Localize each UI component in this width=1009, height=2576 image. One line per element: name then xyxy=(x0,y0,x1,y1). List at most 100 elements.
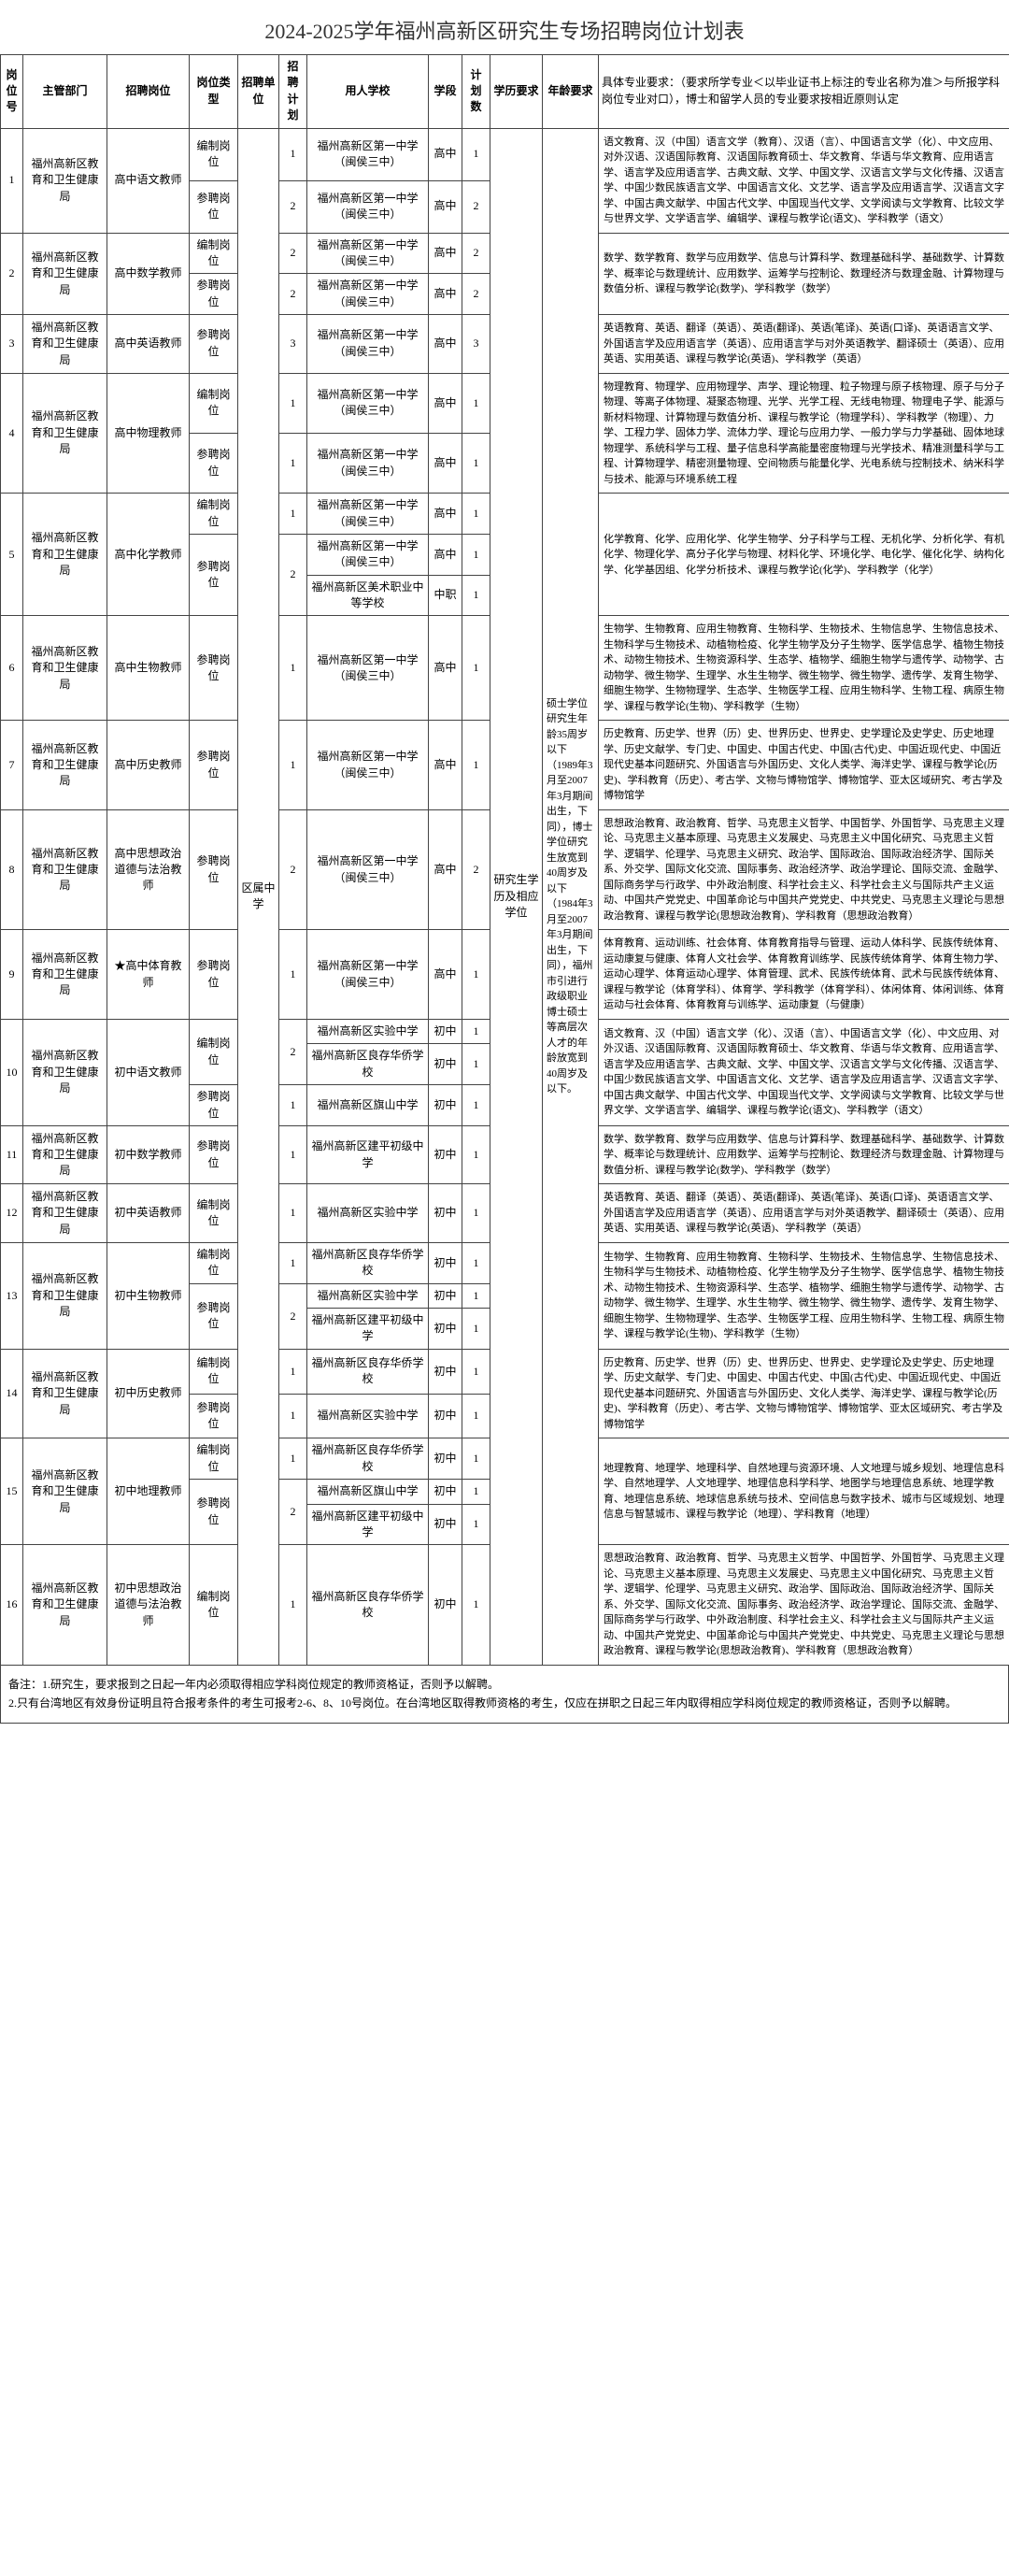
post-name: 高中历史教师 xyxy=(107,721,190,810)
post-type: 参聘岗位 xyxy=(190,930,238,1020)
school-name: 福州高新区第一中学（闽侯三中） xyxy=(307,930,429,1020)
school-name: 福州高新区第一中学（闽侯三中） xyxy=(307,494,429,535)
count: 1 xyxy=(462,1349,490,1394)
edu-requirement: 研究生学历及相应学位 xyxy=(490,128,543,1665)
post-type: 参聘岗位 xyxy=(190,1283,238,1349)
post-name: 高中语文教师 xyxy=(107,128,190,233)
count: 1 xyxy=(462,1019,490,1043)
post-name: 初中历史教师 xyxy=(107,1349,190,1438)
post-name: 初中地理教师 xyxy=(107,1438,190,1545)
plan-count: 2 xyxy=(279,534,307,616)
post-name: 高中思想政治道德与法治教师 xyxy=(107,809,190,930)
column-header: 具体专业要求：（要求所学专业＜以毕业证书上标注的专业名称为准＞与所报学科岗位专业… xyxy=(599,55,1009,129)
plan-count: 2 xyxy=(279,274,307,315)
table-header-row: 岗位号主管部门招聘岗位岗位类型招聘单位招聘计划用人学校学段计划数学历要求年龄要求… xyxy=(1,55,1009,129)
post-type: 编制岗位 xyxy=(190,494,238,535)
column-header: 招聘单位 xyxy=(238,55,279,129)
department: 福州高新区教育和卫生健康局 xyxy=(23,373,107,494)
plan-count: 2 xyxy=(279,1019,307,1084)
count: 1 xyxy=(462,1545,490,1666)
school-name: 福州高新区第一中学（闽侯三中） xyxy=(307,433,429,493)
count: 1 xyxy=(462,128,490,180)
school-name: 福州高新区第一中学（闽侯三中） xyxy=(307,233,429,274)
stage: 初中 xyxy=(429,1283,462,1308)
stage: 高中 xyxy=(429,616,462,721)
position-no: 11 xyxy=(1,1125,23,1184)
school-name: 福州高新区第一中学（闽侯三中） xyxy=(307,809,429,930)
stage: 中职 xyxy=(429,575,462,616)
column-header: 主管部门 xyxy=(23,55,107,129)
position-no: 7 xyxy=(1,721,23,810)
column-header: 招聘计划 xyxy=(279,55,307,129)
column-header: 招聘岗位 xyxy=(107,55,190,129)
department: 福州高新区教育和卫生健康局 xyxy=(23,1019,107,1125)
school-name: 福州高新区第一中学（闽侯三中） xyxy=(307,616,429,721)
major-requirement: 地理教育、地理学、地理科学、自然地理与资源环境、人文地理与城乡规划、地理信息科学… xyxy=(599,1438,1009,1545)
count: 1 xyxy=(462,1283,490,1308)
position-no: 2 xyxy=(1,233,23,315)
school-name: 福州高新区第一中学（闽侯三中） xyxy=(307,128,429,180)
plan-count: 1 xyxy=(279,1438,307,1480)
post-type: 编制岗位 xyxy=(190,233,238,274)
count: 3 xyxy=(462,315,490,374)
post-type: 编制岗位 xyxy=(190,128,238,180)
count: 2 xyxy=(462,274,490,315)
column-header: 岗位号 xyxy=(1,55,23,129)
school-name: 福州高新区建平初级中学 xyxy=(307,1309,429,1350)
stage: 高中 xyxy=(429,128,462,180)
post-type: 编制岗位 xyxy=(190,1242,238,1283)
unit: 区属中学 xyxy=(238,128,279,1665)
count: 1 xyxy=(462,616,490,721)
count: 1 xyxy=(462,575,490,616)
stage: 高中 xyxy=(429,930,462,1020)
school-name: 福州高新区良存华侨学校 xyxy=(307,1438,429,1480)
position-no: 1 xyxy=(1,128,23,233)
post-type: 编制岗位 xyxy=(190,1184,238,1243)
school-name: 福州高新区旗山中学 xyxy=(307,1085,429,1126)
school-name: 福州高新区第一中学（闽侯三中） xyxy=(307,315,429,374)
school-name: 福州高新区良存华侨学校 xyxy=(307,1545,429,1666)
post-type: 参聘岗位 xyxy=(190,180,238,233)
plan-count: 2 xyxy=(279,1283,307,1349)
post-type: 参聘岗位 xyxy=(190,809,238,930)
plan-count: 2 xyxy=(279,180,307,233)
stage: 高中 xyxy=(429,373,462,433)
table-row: 1福州高新区教育和卫生健康局高中语文教师编制岗位区属中学1福州高新区第一中学（闽… xyxy=(1,128,1009,180)
column-header: 用人学校 xyxy=(307,55,429,129)
plan-count: 1 xyxy=(279,616,307,721)
count: 2 xyxy=(462,233,490,274)
school-name: 福州高新区第一中学（闽侯三中） xyxy=(307,534,429,575)
major-requirement: 思想政治教育、政治教育、哲学、马克思主义哲学、中国哲学、外国哲学、马克思主义理论… xyxy=(599,809,1009,930)
column-header: 学历要求 xyxy=(490,55,543,129)
position-no: 14 xyxy=(1,1349,23,1438)
stage: 高中 xyxy=(429,433,462,493)
plan-count: 1 xyxy=(279,721,307,810)
post-type: 参聘岗位 xyxy=(190,274,238,315)
post-type: 编制岗位 xyxy=(190,1438,238,1480)
post-name: ★高中体育教师 xyxy=(107,930,190,1020)
plan-count: 1 xyxy=(279,373,307,433)
plan-count: 1 xyxy=(279,1125,307,1184)
major-requirement: 数学、数学教育、数学与应用数学、信息与计算科学、数理基础科学、基础数学、计算数学… xyxy=(599,233,1009,315)
major-requirement: 体育教育、运动训练、社会体育、体育教育指导与管理、运动人体科学、民族传统体育、运… xyxy=(599,930,1009,1020)
position-no: 13 xyxy=(1,1242,23,1349)
major-requirement: 语文教育、汉（中国）语言文学（化）、汉语（言）、中国语言文学（化）、中文应用、对… xyxy=(599,1019,1009,1125)
department: 福州高新区教育和卫生健康局 xyxy=(23,494,107,616)
count: 1 xyxy=(462,494,490,535)
stage: 高中 xyxy=(429,233,462,274)
post-type: 参聘岗位 xyxy=(190,616,238,721)
count: 1 xyxy=(462,721,490,810)
column-header: 计划数 xyxy=(462,55,490,129)
post-name: 高中数学教师 xyxy=(107,233,190,315)
plan-count: 2 xyxy=(279,809,307,930)
stage: 高中 xyxy=(429,274,462,315)
count: 1 xyxy=(462,373,490,433)
major-requirement: 历史教育、历史学、世界（历）史、世界历史、世界史、史学理论及史学史、历史地理学、… xyxy=(599,1349,1009,1438)
department: 福州高新区教育和卫生健康局 xyxy=(23,1545,107,1666)
department: 福州高新区教育和卫生健康局 xyxy=(23,809,107,930)
stage: 初中 xyxy=(429,1438,462,1480)
position-no: 10 xyxy=(1,1019,23,1125)
school-name: 福州高新区旗山中学 xyxy=(307,1480,429,1504)
plan-count: 1 xyxy=(279,433,307,493)
major-requirement: 语文教育、汉（中国）语言文学（教育）、汉语（言）、中国语言文学（化）、中文应用、… xyxy=(599,128,1009,233)
